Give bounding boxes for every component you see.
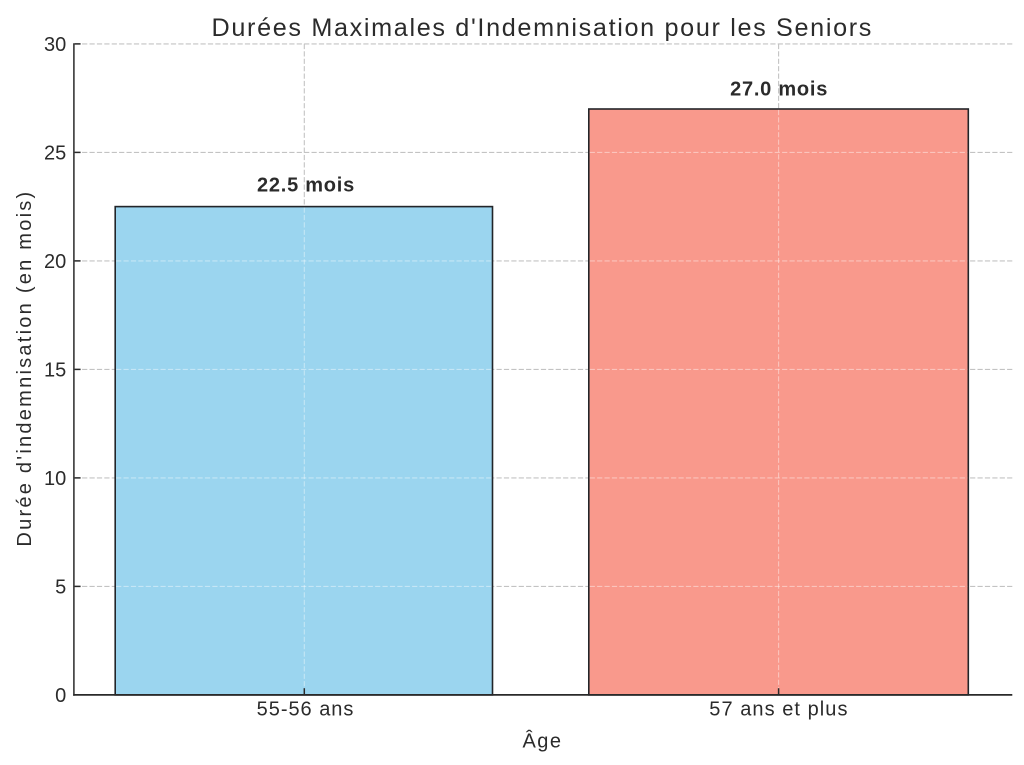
svg-text:22.5 mois: 22.5 mois xyxy=(257,175,355,197)
svg-text:20: 20 xyxy=(44,251,66,273)
svg-text:10: 10 xyxy=(44,468,66,490)
svg-text:Âge: Âge xyxy=(523,729,563,752)
svg-text:Durée d'indemnisation (en mois: Durée d'indemnisation (en mois) xyxy=(14,190,36,547)
svg-text:27.0 mois: 27.0 mois xyxy=(730,78,828,100)
svg-text:25: 25 xyxy=(44,143,66,165)
svg-text:15: 15 xyxy=(44,360,66,382)
svg-text:55-56 ans: 55-56 ans xyxy=(257,699,355,721)
svg-text:Durées Maximales d'Indemnisati: Durées Maximales d'Indemnisation pour le… xyxy=(212,14,874,42)
svg-text:57 ans et plus: 57 ans et plus xyxy=(709,699,848,721)
svg-text:30: 30 xyxy=(44,34,66,56)
svg-text:5: 5 xyxy=(55,577,66,599)
svg-text:0: 0 xyxy=(55,685,66,707)
